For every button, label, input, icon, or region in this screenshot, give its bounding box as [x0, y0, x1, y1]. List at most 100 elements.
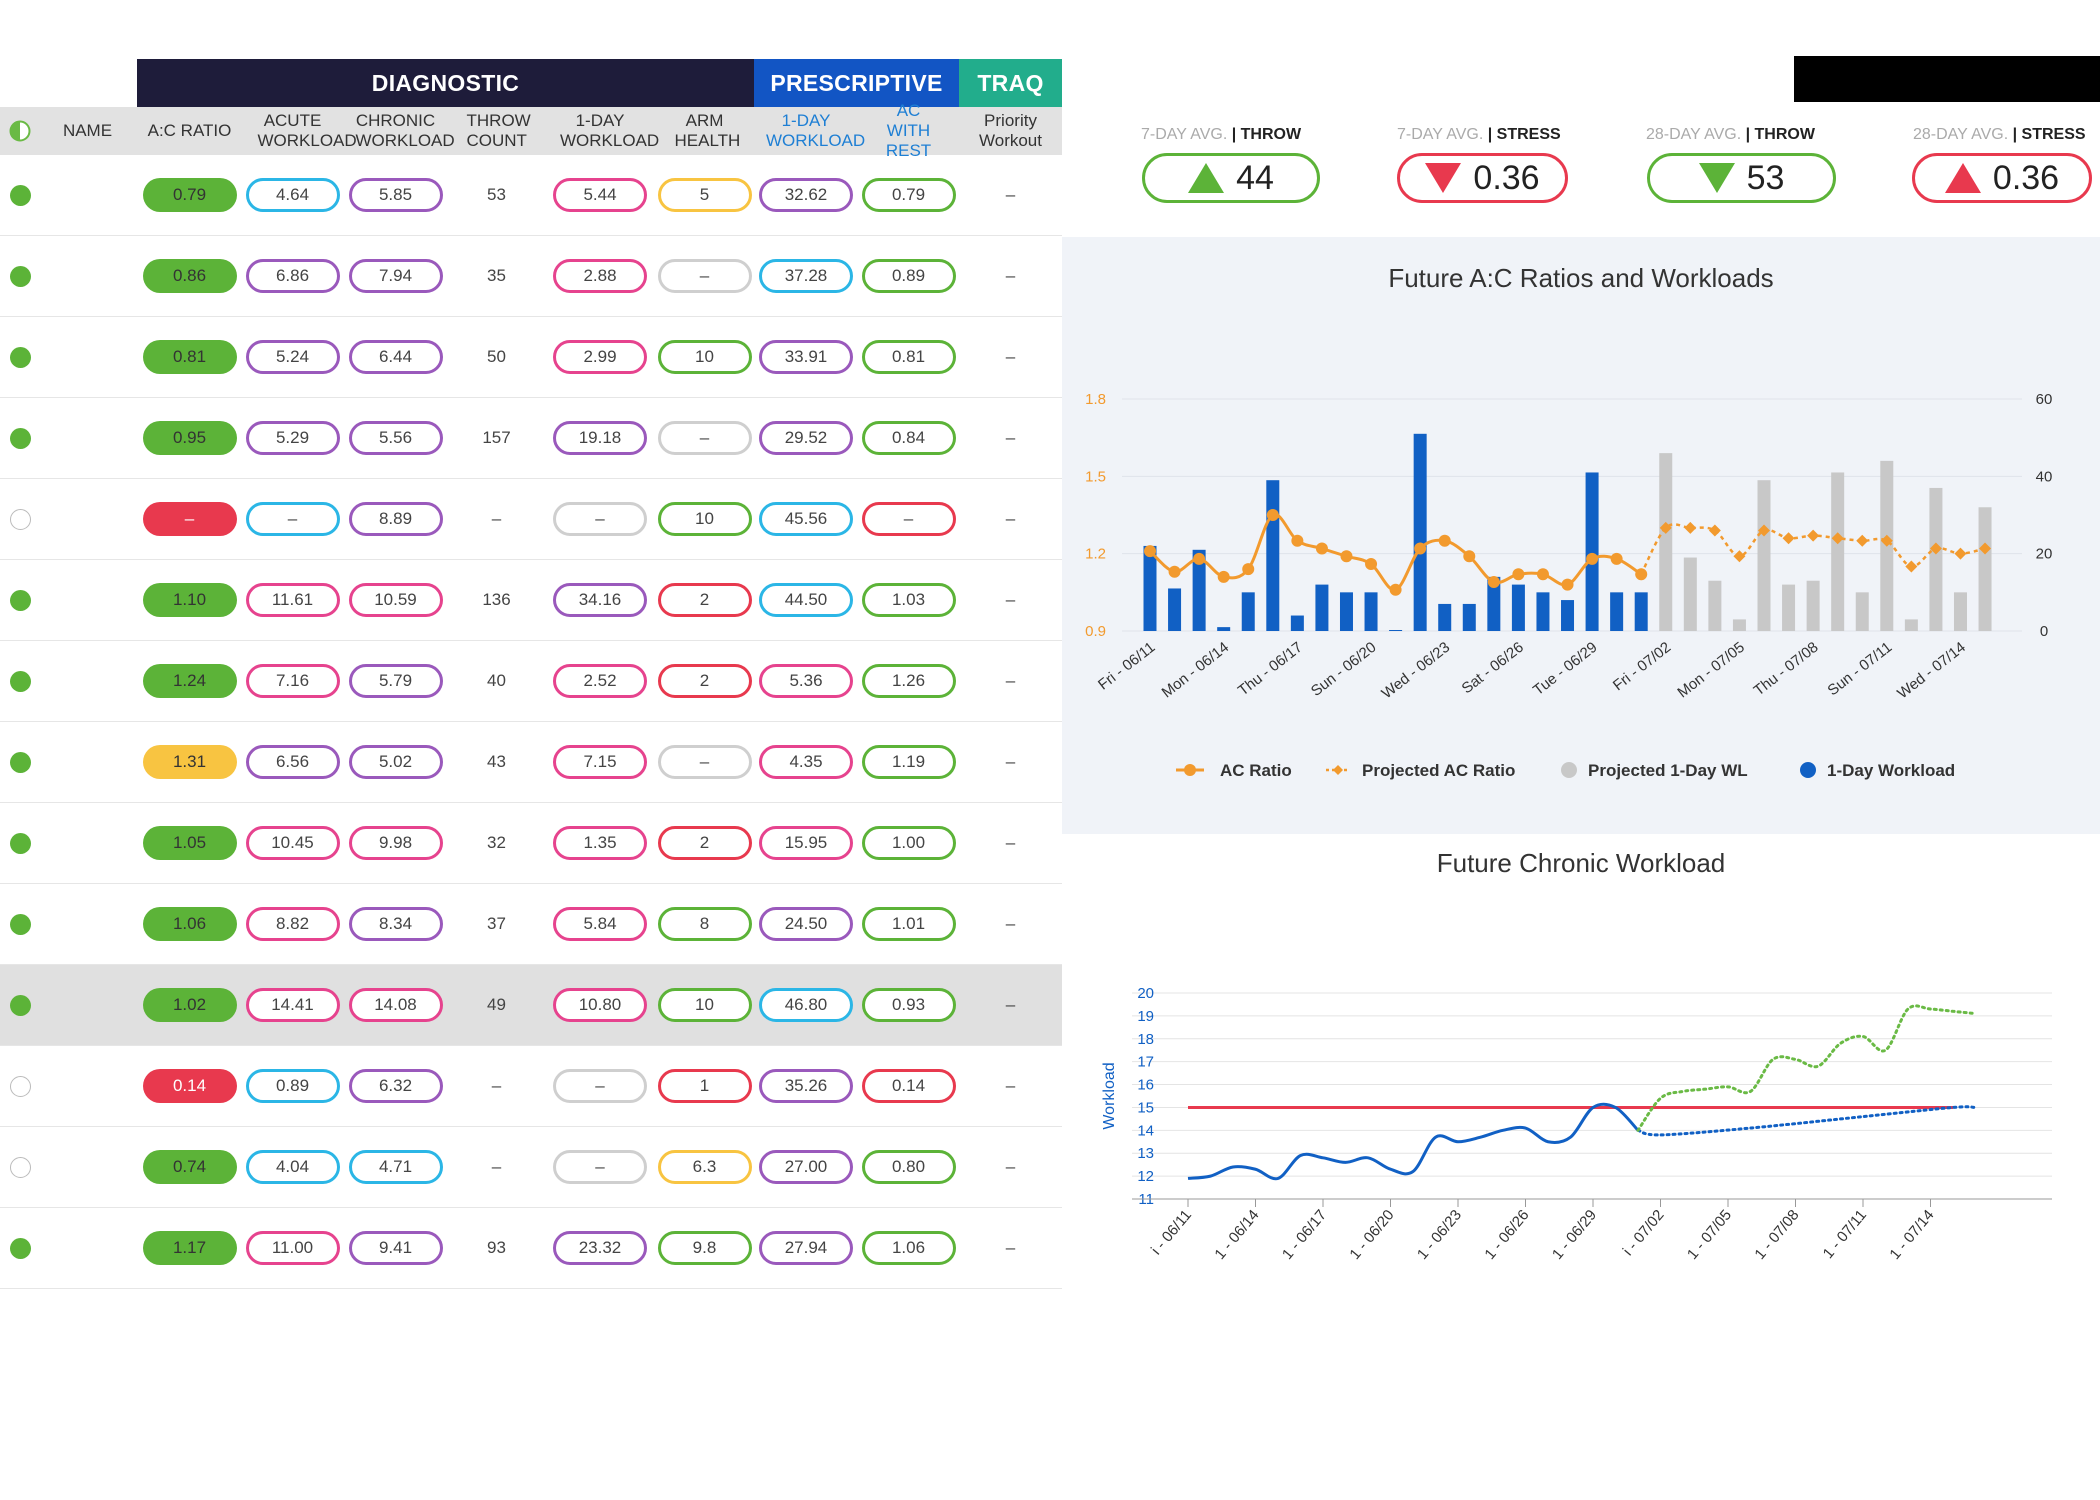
- arm-badge[interactable]: –: [657, 745, 752, 779]
- acrest-badge[interactable]: 1.26: [861, 664, 956, 698]
- pday1-badge[interactable]: 29.52: [759, 421, 853, 455]
- acute-badge[interactable]: 8.82: [245, 907, 340, 941]
- pday1-badge[interactable]: 32.62: [759, 178, 853, 212]
- day1-badge[interactable]: 2.99: [553, 340, 647, 374]
- table-row[interactable]: 1.31 6.56 5.02 7.15–4.35 1.19 43–: [0, 722, 1062, 803]
- day1-badge[interactable]: 2.88: [553, 259, 647, 293]
- acute-badge[interactable]: 6.86: [245, 259, 340, 293]
- acute-badge[interactable]: 14.41: [245, 988, 340, 1022]
- column-header-projected-1day-workload[interactable]: 1-DAY WORKLOAD: [766, 111, 866, 150]
- day1-badge[interactable]: –: [553, 1069, 647, 1103]
- day1-badge[interactable]: 1.35: [553, 826, 647, 860]
- arm-badge[interactable]: 10: [657, 502, 752, 536]
- column-header-throw-count[interactable]: THROW COUNT: [466, 111, 531, 150]
- pday1-badge[interactable]: 37.28: [759, 259, 853, 293]
- day1-badge[interactable]: 7.15: [553, 745, 647, 779]
- pday1-badge[interactable]: 15.95: [759, 826, 853, 860]
- ac-ratio-badge[interactable]: 0.81: [142, 340, 237, 374]
- acrest-badge[interactable]: 1.01: [861, 907, 956, 941]
- arm-badge[interactable]: 10: [657, 340, 752, 374]
- pday1-badge[interactable]: 35.26: [759, 1069, 853, 1103]
- chronic-badge[interactable]: 5.02: [348, 745, 443, 779]
- acute-badge[interactable]: 5.24: [245, 340, 340, 374]
- acute-badge[interactable]: –: [245, 502, 340, 536]
- table-row[interactable]: 0.79 4.64 5.85 5.44 5 32.62 0.79 53–: [0, 155, 1062, 236]
- acute-badge[interactable]: 7.16: [245, 664, 340, 698]
- column-header-ac-ratio[interactable]: A:C RATIO: [147, 121, 232, 140]
- ac-ratio-badge[interactable]: 0.79: [142, 178, 237, 212]
- status-column-header[interactable]: [2, 107, 38, 155]
- table-row[interactable]: – –8.89–10 45.56– – –: [0, 479, 1062, 560]
- table-row[interactable]: 0.86 6.86 7.94 2.88–37.28 0.89 35–: [0, 236, 1062, 317]
- table-row[interactable]: 0.81 5.24 6.44 2.99 10 33.91 0.81 50–: [0, 317, 1062, 398]
- day1-badge[interactable]: 10.80: [553, 988, 647, 1022]
- arm-badge[interactable]: –: [657, 259, 752, 293]
- chronic-badge[interactable]: 5.85: [348, 178, 443, 212]
- day1-badge[interactable]: 5.44: [553, 178, 647, 212]
- acrest-badge[interactable]: 0.80: [861, 1150, 956, 1184]
- column-header-name[interactable]: NAME: [62, 121, 113, 140]
- arm-badge[interactable]: 6.3: [657, 1150, 752, 1184]
- acrest-badge[interactable]: 0.14: [861, 1069, 956, 1103]
- ac-ratio-badge[interactable]: 1.24: [142, 664, 237, 698]
- chronic-badge[interactable]: 6.32: [348, 1069, 443, 1103]
- day1-badge[interactable]: 34.16: [553, 583, 647, 617]
- day1-badge[interactable]: –: [553, 1150, 647, 1184]
- acute-badge[interactable]: 6.56: [245, 745, 340, 779]
- table-row[interactable]: 1.02 14.41 14.08 10.80 10 46.80 0.93 49 –: [0, 965, 1062, 1046]
- acrest-badge[interactable]: 0.84: [861, 421, 956, 455]
- acrest-badge[interactable]: 1.00: [861, 826, 956, 860]
- arm-badge[interactable]: 9.8: [657, 1231, 752, 1265]
- table-row[interactable]: 1.10 11.61 10.59 34.16 2 44.50 1.03 136 –: [0, 560, 1062, 641]
- acrest-badge[interactable]: 1.03: [861, 583, 956, 617]
- chronic-badge[interactable]: 9.98: [348, 826, 443, 860]
- pday1-badge[interactable]: 44.50: [759, 583, 853, 617]
- table-row[interactable]: 1.05 10.45 9.98 1.35 2 15.95 1.00 32 –: [0, 803, 1062, 884]
- column-header-chronic-workload[interactable]: CHRONIC WORKLOAD: [355, 111, 455, 150]
- acute-badge[interactable]: 0.89: [245, 1069, 340, 1103]
- ac-ratio-badge[interactable]: 1.31: [142, 745, 237, 779]
- pday1-badge[interactable]: 5.36: [759, 664, 853, 698]
- chronic-badge[interactable]: 4.71: [348, 1150, 443, 1184]
- day1-badge[interactable]: 5.84: [553, 907, 647, 941]
- pday1-badge[interactable]: 27.00: [759, 1150, 853, 1184]
- chronic-badge[interactable]: 8.89: [348, 502, 443, 536]
- day1-badge[interactable]: 2.52: [553, 664, 647, 698]
- arm-badge[interactable]: –: [657, 421, 752, 455]
- column-header-acute-workload[interactable]: ACUTE WORKLOAD: [257, 111, 357, 150]
- acrest-badge[interactable]: –: [861, 502, 956, 536]
- pday1-badge[interactable]: 45.56: [759, 502, 853, 536]
- acute-badge[interactable]: 4.64: [245, 178, 340, 212]
- table-row[interactable]: 1.17 11.00 9.41 23.32 9.8 27.94 1.06 93 –: [0, 1208, 1062, 1289]
- table-row[interactable]: 0.14 0.89 6.32–1 35.26 0.14– –: [0, 1046, 1062, 1127]
- ac-ratio-badge[interactable]: 1.17: [142, 1231, 237, 1265]
- acute-badge[interactable]: 4.04: [245, 1150, 340, 1184]
- arm-badge[interactable]: 2: [657, 583, 752, 617]
- acrest-badge[interactable]: 1.19: [861, 745, 956, 779]
- chronic-badge[interactable]: 8.34: [348, 907, 443, 941]
- column-header-arm-health[interactable]: ARM HEALTH: [674, 111, 741, 150]
- column-header-priority-workout[interactable]: Priority Workout: [979, 111, 1042, 150]
- arm-badge[interactable]: 1: [657, 1069, 752, 1103]
- arm-badge[interactable]: 2: [657, 826, 752, 860]
- acrest-badge[interactable]: 1.06: [861, 1231, 956, 1265]
- ac-ratio-badge[interactable]: 1.05: [142, 826, 237, 860]
- pday1-badge[interactable]: 46.80: [759, 988, 853, 1022]
- day1-badge[interactable]: 23.32: [553, 1231, 647, 1265]
- day1-badge[interactable]: –: [553, 502, 647, 536]
- chronic-badge[interactable]: 10.59: [348, 583, 443, 617]
- pday1-badge[interactable]: 24.50: [759, 907, 853, 941]
- acrest-badge[interactable]: 0.93: [861, 988, 956, 1022]
- acrest-badge[interactable]: 0.81: [861, 340, 956, 374]
- table-row[interactable]: 0.74 4.04 4.71–6.3 27.00 0.80– –: [0, 1127, 1062, 1208]
- pday1-badge[interactable]: 4.35: [759, 745, 853, 779]
- ac-ratio-badge[interactable]: 0.14: [142, 1069, 237, 1103]
- ac-ratio-badge[interactable]: 1.06: [142, 907, 237, 941]
- pday1-badge[interactable]: 33.91: [759, 340, 853, 374]
- ac-ratio-badge[interactable]: 0.74: [142, 1150, 237, 1184]
- arm-badge[interactable]: 10: [657, 988, 752, 1022]
- ac-ratio-badge[interactable]: –: [142, 502, 237, 536]
- table-row[interactable]: 1.06 8.82 8.34 5.84 8 24.50 1.01 37 –: [0, 884, 1062, 965]
- arm-badge[interactable]: 8: [657, 907, 752, 941]
- chronic-badge[interactable]: 14.08: [348, 988, 443, 1022]
